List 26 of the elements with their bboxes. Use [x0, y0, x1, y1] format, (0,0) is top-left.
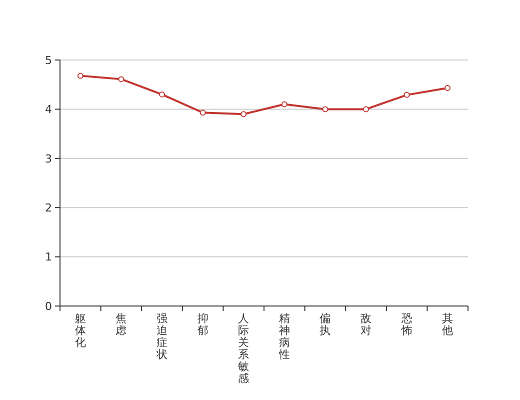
x-tick-label: 焦虑	[116, 312, 127, 337]
y-tick-label: 2	[45, 201, 52, 214]
y-tick-label: 3	[45, 152, 52, 166]
y-tick-label: 5	[45, 54, 52, 67]
y-tick-label: 4	[45, 103, 52, 116]
x-tick-label: 其他	[442, 312, 454, 337]
y-tick-label: 1	[45, 250, 52, 264]
x-tick-label: 人际关系敏感	[238, 312, 250, 385]
x-tick-label: 精神病性	[278, 312, 290, 361]
point	[281, 101, 288, 108]
x-tick-label: 抑郁	[197, 312, 208, 337]
x-tick-label: 躯体化	[74, 312, 86, 349]
point	[322, 106, 328, 112]
point	[77, 72, 84, 79]
point	[200, 110, 206, 116]
x-tick-label: 强迫症状	[156, 312, 168, 361]
point	[404, 92, 410, 98]
point	[240, 111, 247, 118]
point	[444, 85, 451, 92]
point	[118, 76, 124, 82]
point	[159, 91, 165, 98]
x-tick-label: 恐怖	[400, 312, 412, 337]
point	[363, 106, 369, 112]
x-tick-label: 偏执	[320, 312, 331, 337]
y-tick-label: 0	[45, 300, 52, 313]
x-tick-label: 敌对	[360, 312, 372, 337]
